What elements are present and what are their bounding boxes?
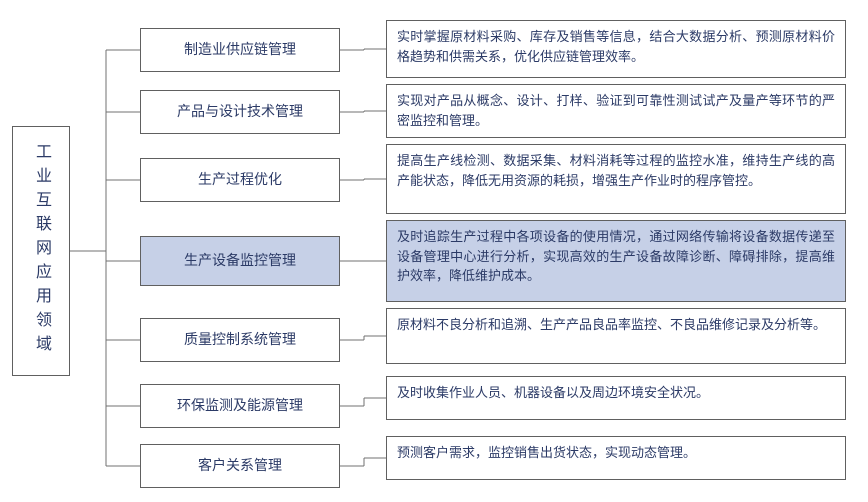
- description-node: 预测客户需求，监控销售出货状态，实现动态管理。: [386, 436, 846, 480]
- description-text: 实时掌握原材料采购、库存及销售等信息，结合大数据分析、预测原材料价格趋势和供需关…: [397, 27, 835, 66]
- category-node: 生产设备监控管理: [140, 236, 340, 286]
- category-label: 生产过程优化: [198, 170, 282, 191]
- description-text: 预测客户需求，监控销售出货状态，实现动态管理。: [397, 443, 696, 463]
- root-label: 工业互联网应用领域: [29, 143, 53, 359]
- category-label: 产品与设计技术管理: [177, 102, 303, 123]
- description-text: 提高生产线检测、数据采集、材料消耗等过程的监控水准，维持生产线的高产能状态，降低…: [397, 151, 835, 190]
- description-text: 及时收集作业人员、机器设备以及周边环境安全状况。: [397, 383, 709, 403]
- category-label: 环保监测及能源管理: [177, 396, 303, 417]
- category-node: 产品与设计技术管理: [140, 90, 340, 134]
- description-node: 实时掌握原材料采购、库存及销售等信息，结合大数据分析、预测原材料价格趋势和供需关…: [386, 20, 846, 78]
- description-node: 实现对产品从概念、设计、打样、验证到可靠性测试试产及量产等环节的严密监控和管理。: [386, 84, 846, 138]
- description-text: 及时追踪生产过程中各项设备的使用情况，通过网络传输将设备数据传递至设备管理中心进…: [397, 227, 835, 286]
- description-node: 提高生产线检测、数据采集、材料消耗等过程的监控水准，维持生产线的高产能状态，降低…: [386, 144, 846, 214]
- category-label: 制造业供应链管理: [184, 40, 296, 61]
- category-label: 生产设备监控管理: [184, 251, 296, 272]
- description-text: 原材料不良分析和追溯、生产产品良品率监控、不良品维修记录及分析等。: [397, 315, 826, 335]
- category-node: 环保监测及能源管理: [140, 384, 340, 428]
- description-node: 原材料不良分析和追溯、生产产品良品率监控、不良品维修记录及分析等。: [386, 308, 846, 364]
- category-node: 质量控制系统管理: [140, 318, 340, 362]
- description-node: 及时追踪生产过程中各项设备的使用情况，通过网络传输将设备数据传递至设备管理中心进…: [386, 220, 846, 302]
- category-label: 质量控制系统管理: [184, 330, 296, 351]
- category-label: 客户关系管理: [198, 456, 282, 477]
- category-node: 生产过程优化: [140, 158, 340, 202]
- root-node: 工业互联网应用领域: [12, 126, 70, 376]
- description-text: 实现对产品从概念、设计、打样、验证到可靠性测试试产及量产等环节的严密监控和管理。: [397, 91, 835, 130]
- description-node: 及时收集作业人员、机器设备以及周边环境安全状况。: [386, 376, 846, 420]
- category-node: 客户关系管理: [140, 444, 340, 488]
- category-node: 制造业供应链管理: [140, 28, 340, 72]
- diagram-canvas: 工业互联网应用领域 制造业供应链管理 实时掌握原材料采购、库存及销售等信息，结合大…: [0, 0, 868, 502]
